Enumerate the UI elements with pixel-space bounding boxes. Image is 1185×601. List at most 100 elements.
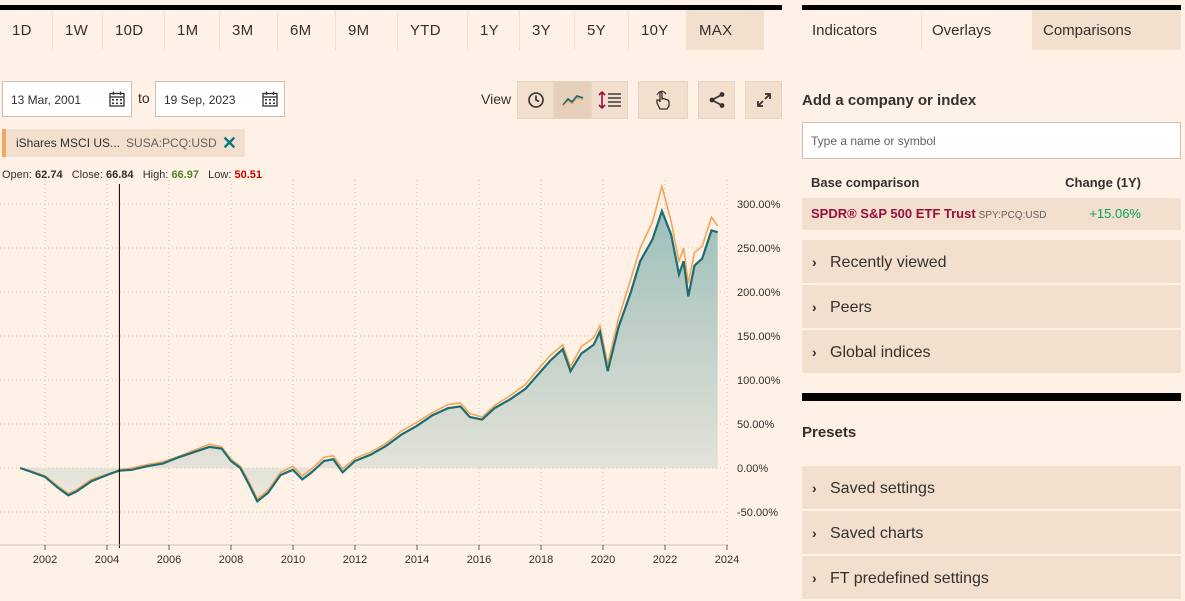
saved-settings-section[interactable]: › Saved settings	[802, 466, 1181, 510]
comparison-series-line	[19, 183, 719, 501]
y-tick-label: 250.00%	[737, 243, 781, 255]
date-to-field[interactable]: 19 Sep, 2023	[155, 81, 285, 117]
comparison-search-input[interactable]	[802, 122, 1181, 159]
range-selector: 1D 1W 10D 1M 3M 6M 9M YTD 1Y 3Y 5Y 10Y MAX	[0, 10, 782, 50]
table-header: Base comparison Change (1Y)	[802, 170, 1181, 198]
high-value: 66.97	[171, 169, 199, 181]
close-icon[interactable]: ✕	[221, 133, 237, 153]
y-tick-label: 150.00%	[737, 331, 781, 343]
low-label: Low:	[208, 169, 232, 181]
open-value: 62.74	[35, 169, 63, 181]
date-from-value: 13 Mar, 2001	[11, 93, 82, 107]
fullscreen-button[interactable]	[745, 81, 782, 119]
section-label: Global indices	[830, 344, 931, 361]
crosshair-toggle-button[interactable]	[638, 81, 688, 119]
share-icon	[709, 92, 724, 108]
tabs-top-rule	[802, 5, 1181, 10]
x-axis: 2002 2004 2006 2008 2010 2012 2014 2016 2018 2020…	[0, 544, 739, 566]
tab-comparisons[interactable]: Comparisons	[1033, 10, 1181, 50]
col-change: Change (1Y)	[1065, 175, 1141, 190]
high-label: High:	[142, 169, 169, 181]
ohlc-readout: Open: 62.74 Close: 66.84 High: 66.97 Low…	[2, 169, 262, 181]
base-comparison-table: Base comparison Change (1Y) SPDR® S&P 50…	[802, 170, 1181, 230]
range-ytd[interactable]: YTD	[398, 10, 468, 50]
y-tick-label: -50.00%	[737, 507, 778, 519]
range-max[interactable]: MAX	[687, 10, 764, 50]
series-symbol: SUSA:PCQ:USD	[126, 136, 217, 150]
y-tick-label: 0.00%	[737, 463, 768, 475]
range-3m[interactable]: 3M	[220, 10, 278, 50]
ft-predefined-settings-section[interactable]: › FT predefined settings	[802, 556, 1181, 600]
share-button[interactable]	[698, 81, 735, 119]
x-tick-label: 2006	[157, 554, 181, 566]
section-label: FT predefined settings	[830, 570, 989, 587]
range-5y[interactable]: 5Y	[575, 10, 629, 50]
chevron-right-icon: ›	[812, 570, 817, 586]
series-name: iShares MSCI US...	[16, 136, 121, 150]
chevron-right-icon: ›	[812, 480, 817, 496]
clock-icon	[527, 92, 544, 108]
base-name[interactable]: SPDR® S&P 500 ETF Trust	[811, 206, 976, 221]
x-tick-label: 2004	[95, 554, 119, 566]
recently-viewed-section[interactable]: › Recently viewed	[802, 240, 1181, 284]
view-label: View	[481, 91, 512, 107]
global-indices-section[interactable]: › Global indices	[802, 330, 1181, 374]
comparison-title: Add a company or index	[802, 92, 977, 109]
range-1m[interactable]: 1M	[165, 10, 220, 50]
tab-overlays[interactable]: Overlays	[922, 10, 1033, 50]
range-6m[interactable]: 6M	[278, 10, 336, 50]
y-tick-label: 300.00%	[737, 199, 781, 211]
close-value: 66.84	[105, 169, 134, 181]
chevron-right-icon: ›	[812, 299, 817, 315]
side-tabs: Indicators Overlays Comparisons	[802, 10, 1181, 50]
table-row[interactable]: SPDR® S&P 500 ETF Trust SPY:PCQ:USD +15.0…	[802, 198, 1181, 230]
range-1y[interactable]: 1Y	[468, 10, 520, 50]
range-1d[interactable]: 1D	[0, 10, 53, 50]
open-label: Open:	[2, 169, 32, 181]
low-value: 50.51	[234, 169, 262, 181]
x-tick-label: 2022	[653, 554, 677, 566]
peers-section[interactable]: › Peers	[802, 285, 1181, 329]
chart-series	[19, 183, 719, 548]
y-tick-label: 200.00%	[737, 287, 781, 299]
calendar-icon[interactable]	[109, 91, 125, 107]
base-change: +15.06%	[1089, 206, 1141, 221]
view-line-chart-button[interactable]	[554, 81, 591, 119]
x-tick-label: 2012	[343, 554, 367, 566]
section-label: Saved charts	[830, 525, 924, 542]
range-10y[interactable]: 10Y	[629, 10, 687, 50]
view-log-scale-button[interactable]	[591, 81, 628, 119]
price-chart[interactable]: 2002 2004 2006 2008 2010 2012 2014 2016 2018 2020…	[0, 180, 790, 570]
scale-icon	[597, 91, 621, 109]
x-tick-label: 2024	[715, 554, 739, 566]
x-tick-label: 2008	[219, 554, 243, 566]
range-9m[interactable]: 9M	[336, 10, 398, 50]
series-area	[20, 211, 718, 502]
x-tick-label: 2018	[529, 554, 553, 566]
range-1w[interactable]: 1W	[53, 10, 103, 50]
date-to-value: 19 Sep, 2023	[164, 93, 236, 107]
x-tick-label: 2016	[467, 554, 491, 566]
section-label: Peers	[830, 299, 872, 316]
x-tick-label: 2014	[405, 554, 429, 566]
col-base-comparison: Base comparison	[811, 175, 920, 190]
saved-charts-section[interactable]: › Saved charts	[802, 511, 1181, 555]
date-to-label: to	[138, 90, 150, 106]
calendar-icon[interactable]	[262, 91, 278, 107]
y-tick-label: 100.00%	[737, 375, 781, 387]
base-symbol: SPY:PCQ:USD	[978, 210, 1047, 221]
range-10d[interactable]: 10D	[103, 10, 165, 50]
touch-icon	[656, 90, 670, 110]
x-tick-label: 2010	[281, 554, 305, 566]
section-label: Saved settings	[830, 480, 935, 497]
range-3y[interactable]: 3Y	[520, 10, 575, 50]
chevron-right-icon: ›	[812, 254, 817, 270]
series-chip: iShares MSCI US... SUSA:PCQ:USD ✕	[2, 129, 245, 157]
expand-icon	[756, 93, 771, 107]
tab-indicators[interactable]: Indicators	[802, 10, 922, 50]
view-intraday-button[interactable]	[517, 81, 554, 119]
date-from-field[interactable]: 13 Mar, 2001	[2, 81, 132, 117]
line-chart-icon	[561, 94, 583, 107]
section-label: Recently viewed	[830, 254, 947, 271]
close-label: Close:	[71, 169, 103, 181]
